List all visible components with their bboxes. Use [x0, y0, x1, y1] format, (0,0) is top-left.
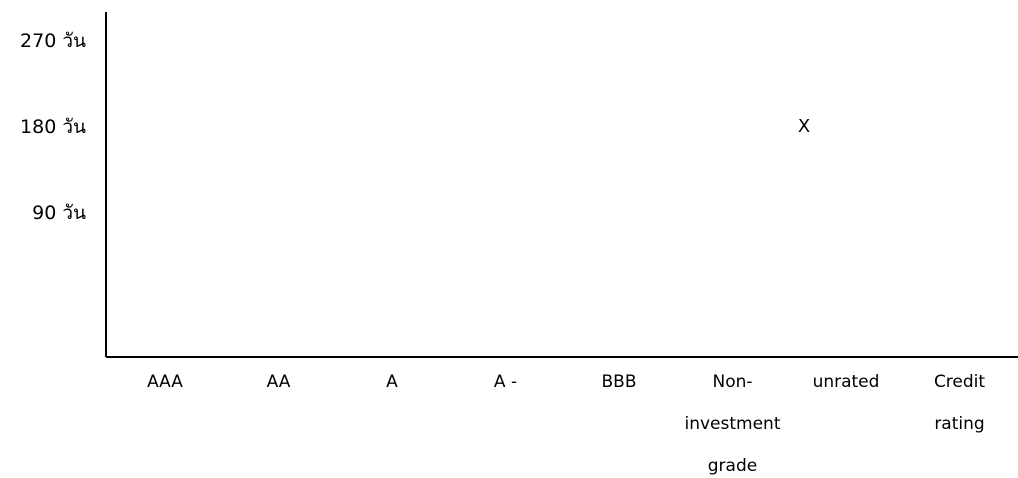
y-tick-label: 270 วัน [20, 30, 86, 52]
x-category-label: Credit rating [934, 372, 985, 434]
x-category-label: BBB [602, 372, 637, 392]
data-point-marker: X [798, 116, 810, 137]
y-tick-label: 90 วัน [32, 202, 86, 224]
x-category-label: Non-investment grade [685, 372, 781, 476]
x-category-label: AAA [147, 372, 183, 392]
data-points: X [798, 116, 810, 137]
x-category-label: A - [494, 372, 517, 392]
y-tick-label: 180 วัน [20, 116, 86, 138]
x-category-label: A [386, 372, 398, 392]
x-category-label: unrated [813, 372, 880, 392]
x-category-label: AA [267, 372, 291, 392]
y-tick-labels: 270 วัน 180 วัน 90 วัน [20, 30, 86, 224]
